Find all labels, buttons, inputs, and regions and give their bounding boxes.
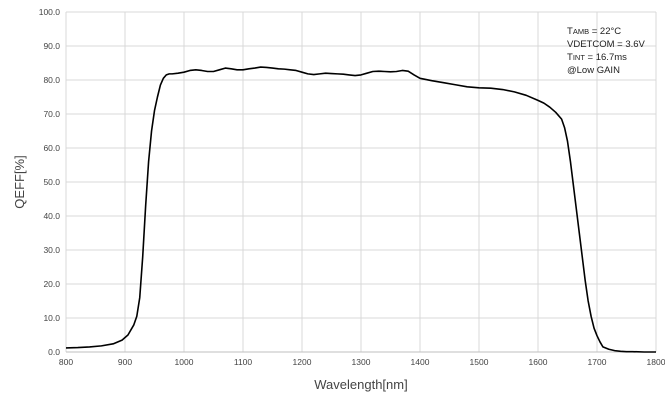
annotation-line: TAMB = 22°C [567,26,621,37]
x-tick-label: 1700 [588,357,607,367]
annotation-line: VDETCOM = 3.6V [567,39,646,50]
annotation-main: VDETCOM = 3.6V [567,39,646,50]
annotation-value: = 16.7ms [585,52,627,63]
y-tick-labels: 0.0 10.0 20.0 30.0 40.0 50.0 60.0 70.0 80.0 90.0 1… [39,7,61,357]
grid-lines [65,11,657,353]
y-tick-label: 20.0 [43,279,60,289]
y-tick-label: 50.0 [43,177,60,187]
x-tick-label: 800 [59,357,73,367]
x-tick-label: 1200 [293,357,312,367]
y-tick-label: 80.0 [43,75,60,85]
x-tick-label: 1600 [529,357,548,367]
x-tick-label: 1300 [352,357,371,367]
x-axis-label: Wavelength[nm] [314,377,407,392]
y-tick-label: 100.0 [39,7,61,17]
annotation-subscript: AMB [573,27,589,36]
x-tick-label: 1400 [411,357,430,367]
x-tick-labels: 800 900 1000 1100 1200 1300 1400 1500 1600 1700 18… [59,357,665,367]
y-tick-label: 60.0 [43,143,60,153]
annotation-main: T [567,52,573,63]
y-tick-label: 30.0 [43,245,60,255]
x-tick-label: 1500 [470,357,489,367]
y-tick-label: 90.0 [43,41,60,51]
y-tick-label: 10.0 [43,313,60,323]
x-tick-label: 1100 [234,357,253,367]
annotation-main: T [567,26,573,37]
y-tick-label: 0.0 [48,347,60,357]
y-tick-label: 40.0 [43,211,60,221]
y-tick-label: 70.0 [43,109,60,119]
annotation-value: = 22°C [589,26,621,37]
y-axis-label: QEFF[%] [12,155,27,208]
annotation-line: TINT = 16.7ms [567,52,627,63]
annotation-line: @Low GAIN [567,65,620,76]
x-tick-label: 1800 [647,357,665,367]
qeff-curve [65,66,656,353]
x-tick-label: 900 [118,357,132,367]
annotation-subscript: INT [573,53,586,62]
x-tick-label: 1000 [175,357,194,367]
annotation-main: @Low GAIN [567,65,620,76]
